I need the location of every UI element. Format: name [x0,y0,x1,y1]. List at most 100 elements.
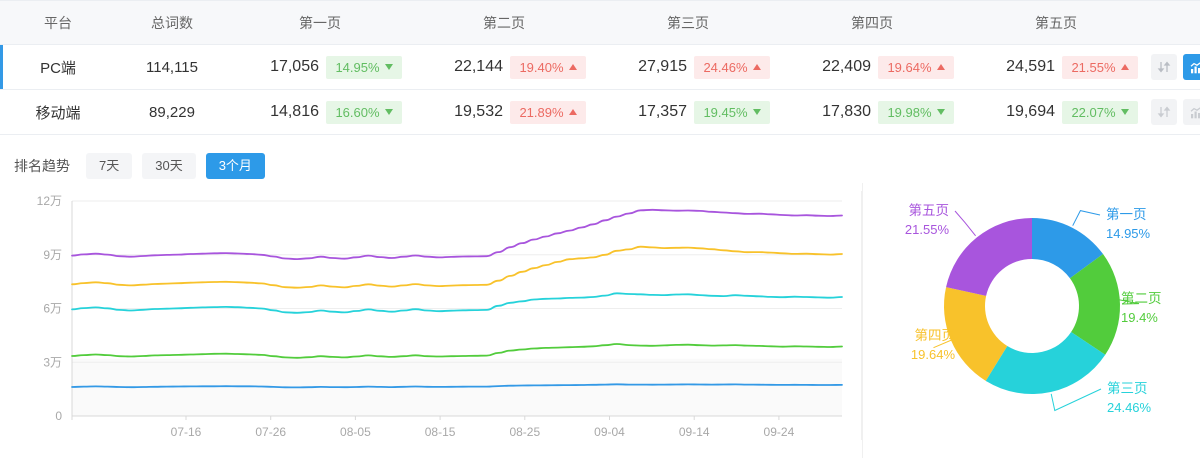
arrow-up-icon [568,64,577,70]
page-1-count: 14,816 [270,103,319,120]
donut-leader-3 [1050,388,1102,412]
svg-text:08-25: 08-25 [509,425,540,439]
col-header-page-4: 第四页 [780,0,964,45]
page-4-percent-badge: 19.98% [878,100,954,124]
page-5-percent-badge: 21.55% [1062,55,1138,79]
page-4-count: 22,409 [822,58,871,75]
cell-page-2: 19,532 21.89% [412,89,596,135]
tab-3-months[interactable]: 3个月 [205,152,265,180]
donut-value-3: 24.46% [1107,400,1152,415]
arrow-down-icon [1120,109,1129,115]
arrow-down-icon [936,109,945,115]
page-2-percent: 19.40% [519,59,564,75]
page-4-percent: 19.64% [887,59,932,75]
svg-text:08-05: 08-05 [340,425,371,439]
donut-label-5: 第五页 [909,202,950,218]
cell-total-words: 89,229 [116,89,228,135]
charts-area: 03万6万9万12万爱站网07-1607-2608-0508-1508-2509… [0,183,1200,458]
chart-toggle-button[interactable] [1183,99,1200,125]
svg-text:9万: 9万 [43,248,62,262]
panel-divider [861,191,862,440]
cell-page-5: 19,694 22.07% [964,89,1148,135]
tab-7-days[interactable]: 7天 [86,152,133,180]
svg-text:09-04: 09-04 [594,425,625,439]
donut-slice-4 [943,287,1008,381]
cell-actions [1148,89,1200,135]
tab-30-days[interactable]: 30天 [142,152,196,180]
page-3-percent-badge: 19.45% [694,100,770,124]
line-series-5 [71,383,843,389]
cell-platform: 移动端 [0,89,116,135]
svg-text:08-15: 08-15 [425,425,456,439]
page-2-percent-badge: 19.40% [510,55,586,79]
page-1-percent-badge: 16.60% [326,100,402,124]
cell-page-1: 14,816 16.60% [228,89,412,135]
donut-value-2: 19.4% [1121,310,1158,325]
donut-leader-5 [954,210,976,237]
page-2-percent-badge: 21.89% [510,100,586,124]
col-header-page-2: 第二页 [412,0,596,45]
col-header-page-3: 第三页 [596,0,780,45]
page-4-count: 17,830 [822,103,871,120]
page-5-percent-badge: 22.07% [1062,100,1138,124]
donut-value-5: 21.55% [905,222,950,237]
cell-total-words: 114,115 [116,44,228,90]
donut-leader-4 [933,335,962,349]
line-series-4 [71,343,843,359]
col-header-actions [1148,0,1200,45]
donut-label-4: 第四页 [915,327,956,343]
page-2-count: 19,532 [454,103,503,120]
page-2-count: 22,144 [454,58,503,75]
cell-page-3: 27,915 24.46% [596,44,780,90]
page-3-percent: 19.45% [703,104,748,120]
page-1-percent: 14.95% [335,59,380,75]
cell-actions [1148,44,1200,90]
table-header-row: 平台 总词数 第一页 第二页 第三页 第四页 第五页 [0,0,1200,45]
arrow-up-icon [568,109,577,115]
cell-page-1: 17,056 14.95% [228,44,412,90]
svg-text:3万: 3万 [43,355,62,369]
cell-page-2: 22,144 19.40% [412,44,596,90]
donut-label-3: 第三页 [1107,380,1148,396]
cell-page-5: 24,591 21.55% [964,44,1148,90]
page-1-percent-badge: 14.95% [326,55,402,79]
page-1-count: 17,056 [270,58,319,75]
cell-page-4: 22,409 19.64% [780,44,964,90]
page-3-percent-badge: 24.46% [694,55,770,79]
page-3-percent: 24.46% [703,59,748,75]
donut-slice-1 [1032,218,1104,279]
sort-toggle-button[interactable] [1151,54,1177,80]
rank-trend-line-chart[interactable]: 03万6万9万12万爱站网07-1607-2608-0508-1508-2509… [0,183,862,458]
chart-icon [1190,105,1200,118]
line-series-1 [71,208,843,260]
cell-platform: PC端 [0,44,116,90]
line-chart-panel: 03万6万9万12万爱站网07-1607-2608-0508-1508-2509… [0,183,862,458]
donut-value-4: 19.64% [911,347,956,362]
page-2-percent: 21.89% [519,104,564,120]
donut-label-2: 第二页 [1121,290,1162,306]
svg-text:07-16: 07-16 [171,425,202,439]
donut-label-1: 第一页 [1106,206,1147,222]
sort-icon [1157,106,1171,118]
page-4-percent-badge: 19.64% [878,55,954,79]
col-header-total: 总词数 [116,0,228,45]
col-header-platform: 平台 [0,0,116,45]
arrow-up-icon [752,64,761,70]
table-row[interactable]: 移动端 89,229 14,816 16.60% 19,532 21.89% 17,357 1… [0,89,1200,135]
svg-text:6万: 6万 [43,302,62,316]
table-header: 平台 总词数 第一页 第二页 第三页 第四页 第五页 [0,0,1200,45]
donut-leader-2 [1114,298,1140,305]
chart-toggle-button[interactable] [1183,54,1200,80]
trend-toolbar: 排名趋势 7天 30天 3个月 [0,135,1200,183]
trend-title: 排名趋势 [14,158,70,174]
page-3-count: 27,915 [638,58,687,75]
arrow-up-icon [1120,64,1129,70]
col-header-page-5: 第五页 [964,0,1148,45]
sort-toggle-button[interactable] [1151,99,1177,125]
svg-text:12万: 12万 [37,194,62,208]
donut-slice-5 [946,218,1032,296]
arrow-down-icon [384,64,393,70]
table-row[interactable]: PC端 114,115 17,056 14.95% 22,144 19.40% 27,915… [0,44,1200,90]
page-distribution-donut-chart[interactable]: 第一页 14.95% 第二页 19.4% 第三页 24.46% 第四页 19.64% 第五页 21… [863,183,1200,458]
